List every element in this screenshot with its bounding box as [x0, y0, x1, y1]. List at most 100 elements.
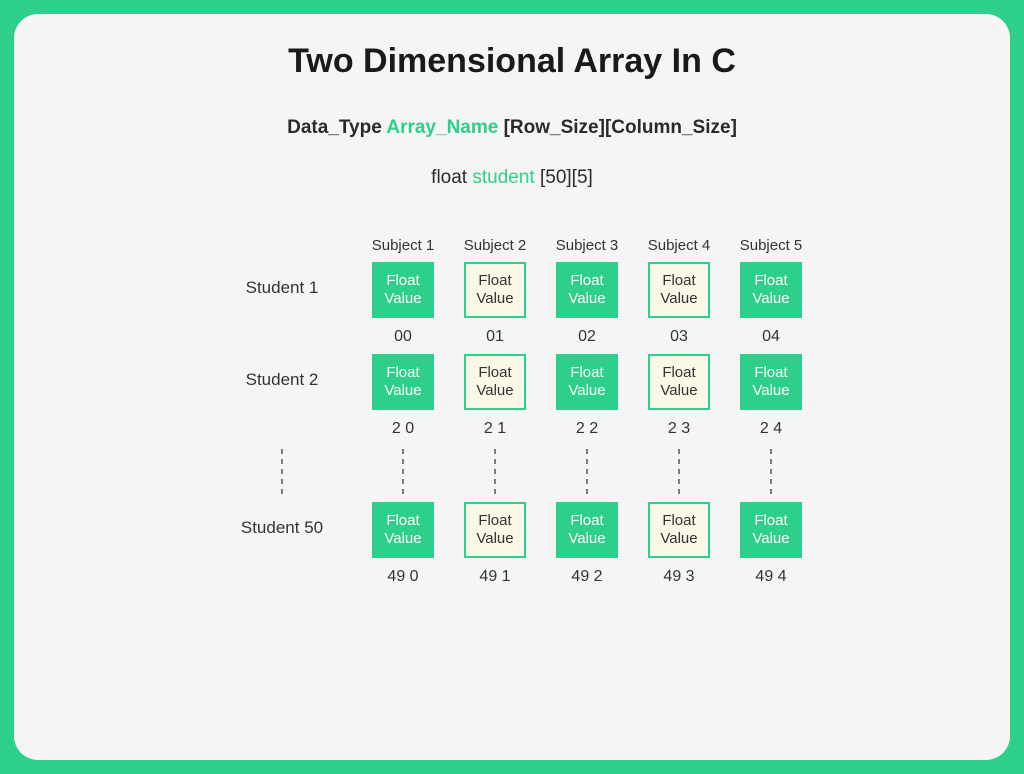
array-cell-wrap: FloatValue 03: [633, 262, 725, 348]
ellipsis-col: [357, 449, 449, 499]
cell-text-line2: Value: [568, 290, 605, 308]
cell-index: 04: [762, 328, 780, 348]
array-cell-wrap: FloatValue 2 1: [449, 354, 541, 440]
array-cell-wrap: FloatValue 00: [357, 262, 449, 348]
syntax-part-2: [Row_Size][Column_Size]: [498, 117, 737, 138]
column-header: Subject 2: [449, 237, 541, 254]
cell-index: 49 2: [571, 568, 602, 588]
array-cell-wrap: FloatValue 49 0: [357, 502, 449, 588]
cell-text-line1: Float: [386, 364, 419, 382]
cell-text-line2: Value: [384, 530, 421, 548]
array-cell-wrap: FloatValue 01: [449, 262, 541, 348]
cell-text-line1: Float: [754, 272, 787, 290]
array-cell: FloatValue: [372, 262, 434, 318]
diagram-panel: Two Dimensional Array In C Data_Type Arr…: [14, 14, 1010, 760]
column-header-row: Subject 1Subject 2Subject 3Subject 4Subj…: [207, 237, 817, 254]
cell-index: 49 4: [755, 568, 786, 588]
syntax-part-1: Data_Type: [287, 117, 386, 138]
row-label: Student 1: [207, 262, 357, 298]
array-cell: FloatValue: [464, 354, 526, 410]
cell-index: 2 0: [392, 420, 414, 440]
row-label: Student 50: [207, 502, 357, 538]
cell-index: 49 3: [663, 568, 694, 588]
cell-text-line2: Value: [660, 290, 697, 308]
syntax-line: Data_Type Array_Name [Row_Size][Column_S…: [287, 117, 737, 139]
cell-text-line1: Float: [478, 512, 511, 530]
array-cell: FloatValue: [464, 262, 526, 318]
array-cell-wrap: FloatValue 04: [725, 262, 817, 348]
array-cell: FloatValue: [556, 262, 618, 318]
cell-text-line1: Float: [754, 512, 787, 530]
array-cell: FloatValue: [648, 502, 710, 558]
ellipsis-col: [633, 449, 725, 499]
ellipsis-side: [207, 449, 357, 499]
cell-index: 02: [578, 328, 596, 348]
cell-index: 00: [394, 328, 412, 348]
cell-text-line2: Value: [568, 530, 605, 548]
cell-index: 2 2: [576, 420, 598, 440]
cell-text-line2: Value: [752, 382, 789, 400]
array-cell: FloatValue: [556, 502, 618, 558]
cell-text-line2: Value: [660, 530, 697, 548]
page-title: Two Dimensional Array In C: [288, 42, 736, 81]
ellipsis-col: [725, 449, 817, 499]
cell-text-line2: Value: [660, 382, 697, 400]
array-grid: Subject 1Subject 2Subject 3Subject 4Subj…: [207, 237, 817, 594]
array-cell-wrap: FloatValue 2 4: [725, 354, 817, 440]
cell-text-line1: Float: [478, 272, 511, 290]
cell-index: 2 1: [484, 420, 506, 440]
cell-text-line1: Float: [478, 364, 511, 382]
cell-text-line1: Float: [386, 272, 419, 290]
array-cell-wrap: FloatValue 2 0: [357, 354, 449, 440]
cell-text-line1: Float: [662, 512, 695, 530]
cell-text-line2: Value: [384, 290, 421, 308]
cell-index: 2 4: [760, 420, 782, 440]
cell-text-line1: Float: [570, 272, 603, 290]
array-cell: FloatValue: [740, 502, 802, 558]
column-header: Subject 5: [725, 237, 817, 254]
array-cell: FloatValue: [556, 354, 618, 410]
column-header: Subject 1: [357, 237, 449, 254]
array-cell-wrap: FloatValue 2 3: [633, 354, 725, 440]
array-cell-wrap: FloatValue 49 2: [541, 502, 633, 588]
array-cell-wrap: FloatValue 02: [541, 262, 633, 348]
example-part-1: float: [431, 167, 472, 188]
cell-index: 01: [486, 328, 504, 348]
array-cell-wrap: FloatValue 49 1: [449, 502, 541, 588]
cell-text-line2: Value: [476, 290, 513, 308]
cell-text-line1: Float: [754, 364, 787, 382]
column-header: Subject 4: [633, 237, 725, 254]
syntax-array-name: Array_Name: [386, 117, 498, 138]
example-array-name: student: [472, 167, 534, 188]
cell-text-line2: Value: [384, 382, 421, 400]
array-row: Student 2FloatValue2 0FloatValue2 1Float…: [207, 354, 817, 440]
array-cell: FloatValue: [648, 262, 710, 318]
cell-text-line1: Float: [662, 364, 695, 382]
cell-text-line2: Value: [476, 382, 513, 400]
cell-text-line2: Value: [568, 382, 605, 400]
cell-index: 49 1: [479, 568, 510, 588]
cell-index: 2 3: [668, 420, 690, 440]
column-header: Subject 3: [541, 237, 633, 254]
cell-text-line1: Float: [570, 364, 603, 382]
example-line: float student [50][5]: [431, 167, 593, 189]
array-cell-wrap: FloatValue 49 3: [633, 502, 725, 588]
array-row: Student 1FloatValue00FloatValue01FloatVa…: [207, 262, 817, 348]
array-cell-wrap: FloatValue 2 2: [541, 354, 633, 440]
array-cell: FloatValue: [372, 354, 434, 410]
cell-text-line2: Value: [476, 530, 513, 548]
cell-text-line1: Float: [662, 272, 695, 290]
array-cell: FloatValue: [648, 354, 710, 410]
ellipsis-row: [207, 446, 817, 502]
array-cell: FloatValue: [740, 262, 802, 318]
ellipsis-col: [541, 449, 633, 499]
array-cell: FloatValue: [740, 354, 802, 410]
ellipsis-col: [449, 449, 541, 499]
cell-index: 49 0: [387, 568, 418, 588]
cell-text-line1: Float: [386, 512, 419, 530]
array-cell: FloatValue: [372, 502, 434, 558]
cell-index: 03: [670, 328, 688, 348]
cell-text-line1: Float: [570, 512, 603, 530]
array-cell: FloatValue: [464, 502, 526, 558]
array-cell-wrap: FloatValue 49 4: [725, 502, 817, 588]
